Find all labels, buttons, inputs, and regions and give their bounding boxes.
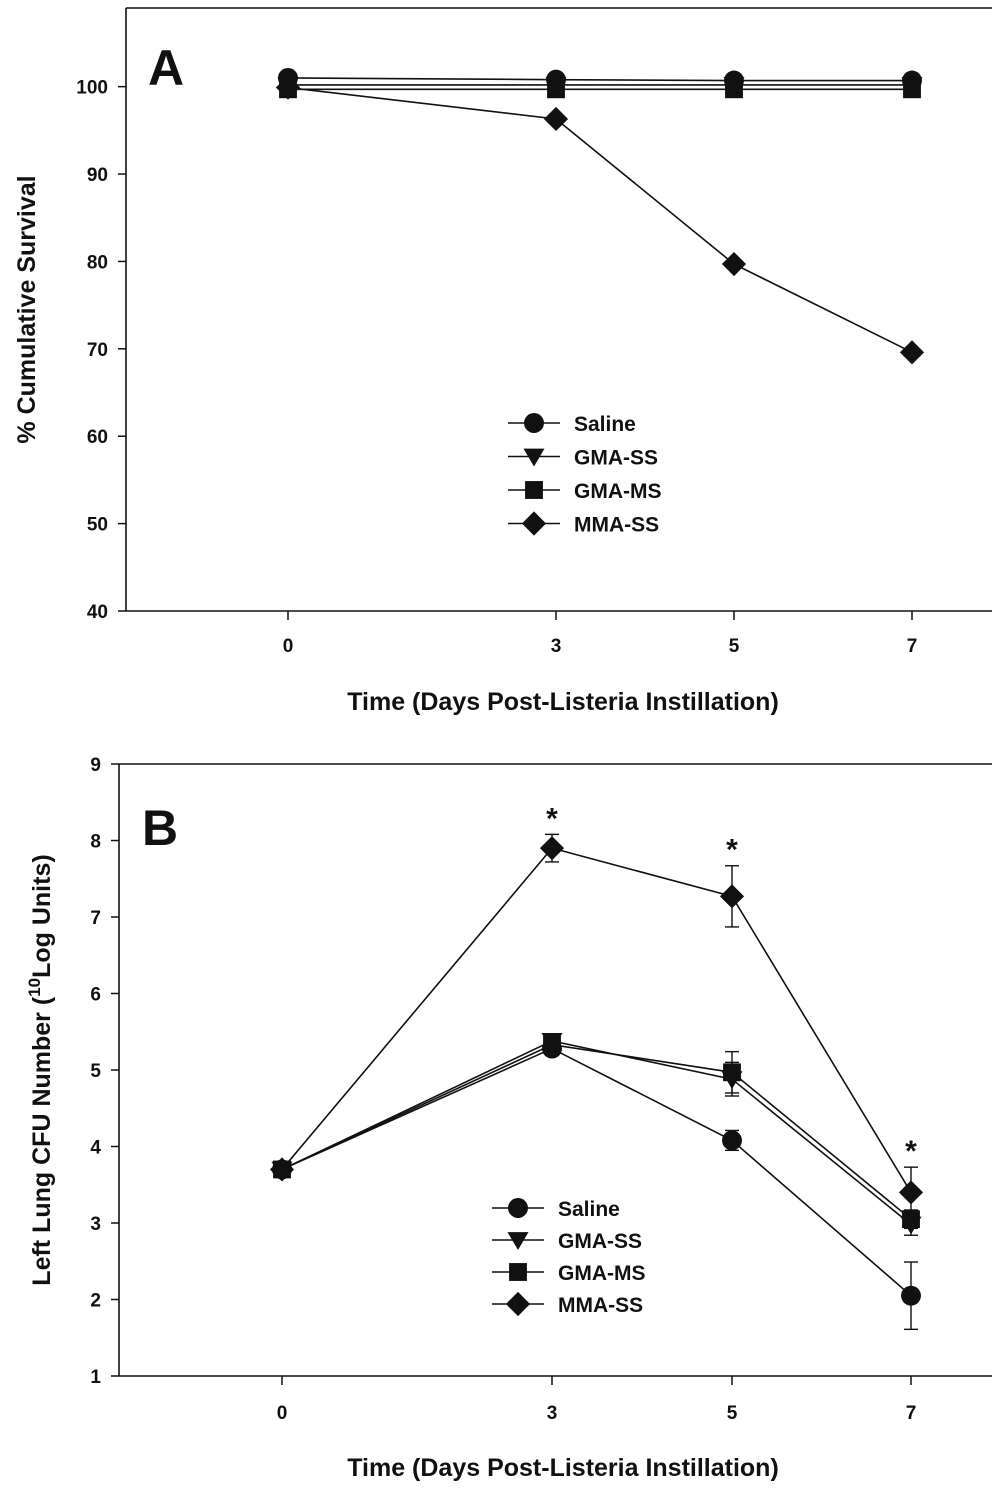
series-mma-ss [269,833,924,1219]
y-tick-label: 60 [87,427,108,448]
data-point-mma-ss [899,340,925,365]
data-point-mma-ss [898,1180,924,1205]
series-line-mma-ss [287,86,913,354]
x-tick-label: 3 [547,1403,558,1424]
y-tick-label: 6 [90,985,101,1006]
series-line-saline [281,1047,912,1297]
y-tick-label: 8 [90,832,101,853]
panel-b: 1 2 3 4 5 6 7 8 9 0 3 5 7 B Time (Days Post-Listeria I… [25,755,992,1482]
y-axis-title-part: Left Lung CFU Number ( [28,996,56,1286]
legend-marker-saline [508,1198,528,1218]
legend-marker-mma-ss [521,511,547,536]
data-point-mma-ss [269,1157,295,1182]
y-axis-title-part: Log Units) [28,854,56,978]
y-tick-label: 4 [90,1138,101,1159]
data-point-gma-ms [723,1063,741,1082]
significance-marker: * [726,834,738,867]
y-axis-title: % Cumulative Survival [13,175,41,443]
x-axis-title: Time (Days Post-Listeria Instillation) [347,688,779,716]
data-point-mma-ss [539,836,565,861]
data-point-mma-ss [719,884,745,909]
x-tick-label: 0 [277,1403,288,1424]
x-tick-label: 0 [283,636,294,657]
data-point-saline [901,1285,921,1306]
series-saline [278,67,922,91]
y-tick-label: 2 [90,1291,101,1312]
y-tick-label: 3 [90,1214,101,1235]
series-line-saline [287,77,912,82]
panel-a: 40 50 60 70 80 90 100 0 3 5 7 A Time (Days Post-List… [13,7,992,716]
y-tick-label: 9 [90,755,101,776]
y-tick-label: 7 [90,908,101,929]
data-point-mma-ss [721,251,747,277]
legend-marker-gma-ss [507,1232,529,1250]
panel-label: B [142,800,178,856]
y-tick-label: 40 [87,602,108,623]
legend-label-saline: Saline [558,1198,620,1221]
x-tick-label: 3 [551,636,562,657]
data-point-saline [722,1130,742,1151]
y-tick-label: 90 [87,165,108,186]
data-point-gma-ms [725,80,743,99]
data-point-gma-ms [903,80,921,99]
series-line-gma-ss [281,1040,912,1226]
series-saline [272,1038,921,1331]
legend-label-saline: Saline [574,413,636,436]
legend-label-gma-ms: GMA-MS [574,480,662,503]
series-mma-ss [275,75,925,365]
legend-marker-mma-ss [505,1291,531,1317]
legend-label-mma-ss: MMA-SS [574,514,659,537]
data-point-mma-ss [543,106,569,132]
legend-label-mma-ss: MMA-SS [558,1294,643,1317]
y-tick-label: 50 [87,515,108,536]
series-gma-ms [279,80,921,99]
y-tick-label: 80 [87,252,108,273]
legend-marker-gma-ss [523,448,545,467]
y-axis-title: Left Lung CFU Number (10Log Units) [25,854,56,1285]
y-tick-label: 100 [76,78,108,99]
series-line-mma-ss [281,847,912,1193]
series-line-gma-ms [281,1043,912,1220]
panel-label: A [148,40,184,96]
data-point-mma-ss [275,75,301,100]
legend-label-gma-ms: GMA-MS [558,1262,646,1285]
x-tick-label: 7 [906,1403,917,1424]
legend-marker-saline [524,413,544,433]
y-tick-label: 5 [90,1061,101,1082]
data-point-gma-ms [547,80,565,99]
legend-marker-gma-ms [509,1263,527,1281]
significance-marker: * [905,1135,917,1168]
legend-label-gma-ss: GMA-SS [574,447,658,470]
data-point-gma-ms [902,1210,920,1229]
y-tick-label: 1 [90,1367,101,1388]
x-axis-title: Time (Days Post-Listeria Instillation) [347,1454,779,1482]
significance-marker: * [546,802,558,835]
series-gma-ms [273,1035,920,1230]
x-tick-label: 7 [907,636,918,657]
x-tick-label: 5 [729,636,740,657]
x-tick-label: 5 [727,1403,738,1424]
y-axis-title-superscript: 10 [25,978,44,997]
legend: Saline GMA-SS GMA-MS MMA-SS [492,1198,646,1317]
legend: Saline GMA-SS GMA-MS MMA-SS [508,413,662,537]
legend-marker-gma-ms [525,481,543,499]
data-point-gma-ms [543,1035,561,1054]
y-tick-label: 70 [87,340,108,361]
legend-label-gma-ss: GMA-SS [558,1230,642,1253]
